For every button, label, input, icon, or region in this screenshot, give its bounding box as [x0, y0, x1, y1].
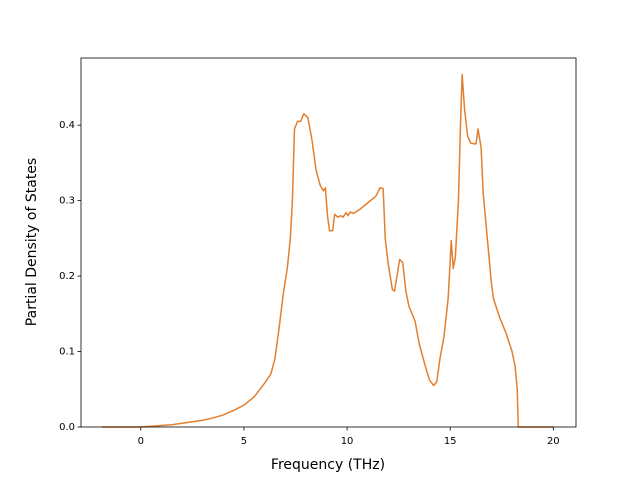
x-tick-label: 5 [241, 436, 247, 447]
plot-frame [80, 57, 577, 428]
y-tick-label: 0.3 [59, 196, 75, 207]
y-tick-label: 0.1 [59, 347, 75, 358]
y-tick-label: 0.0 [59, 422, 75, 433]
x-tick-label: 20 [547, 436, 560, 447]
data-line [102, 73, 554, 428]
x-tick-label: 15 [444, 436, 457, 447]
x-axis-label: Frequency (THz) [271, 457, 385, 473]
x-tick-label: 0 [138, 436, 144, 447]
y-axis-label: Partial Density of States [24, 158, 40, 326]
y-tick-label: 0.2 [59, 271, 75, 282]
y-tick-label: 0.4 [59, 120, 75, 131]
x-tick-label: 10 [341, 436, 354, 447]
